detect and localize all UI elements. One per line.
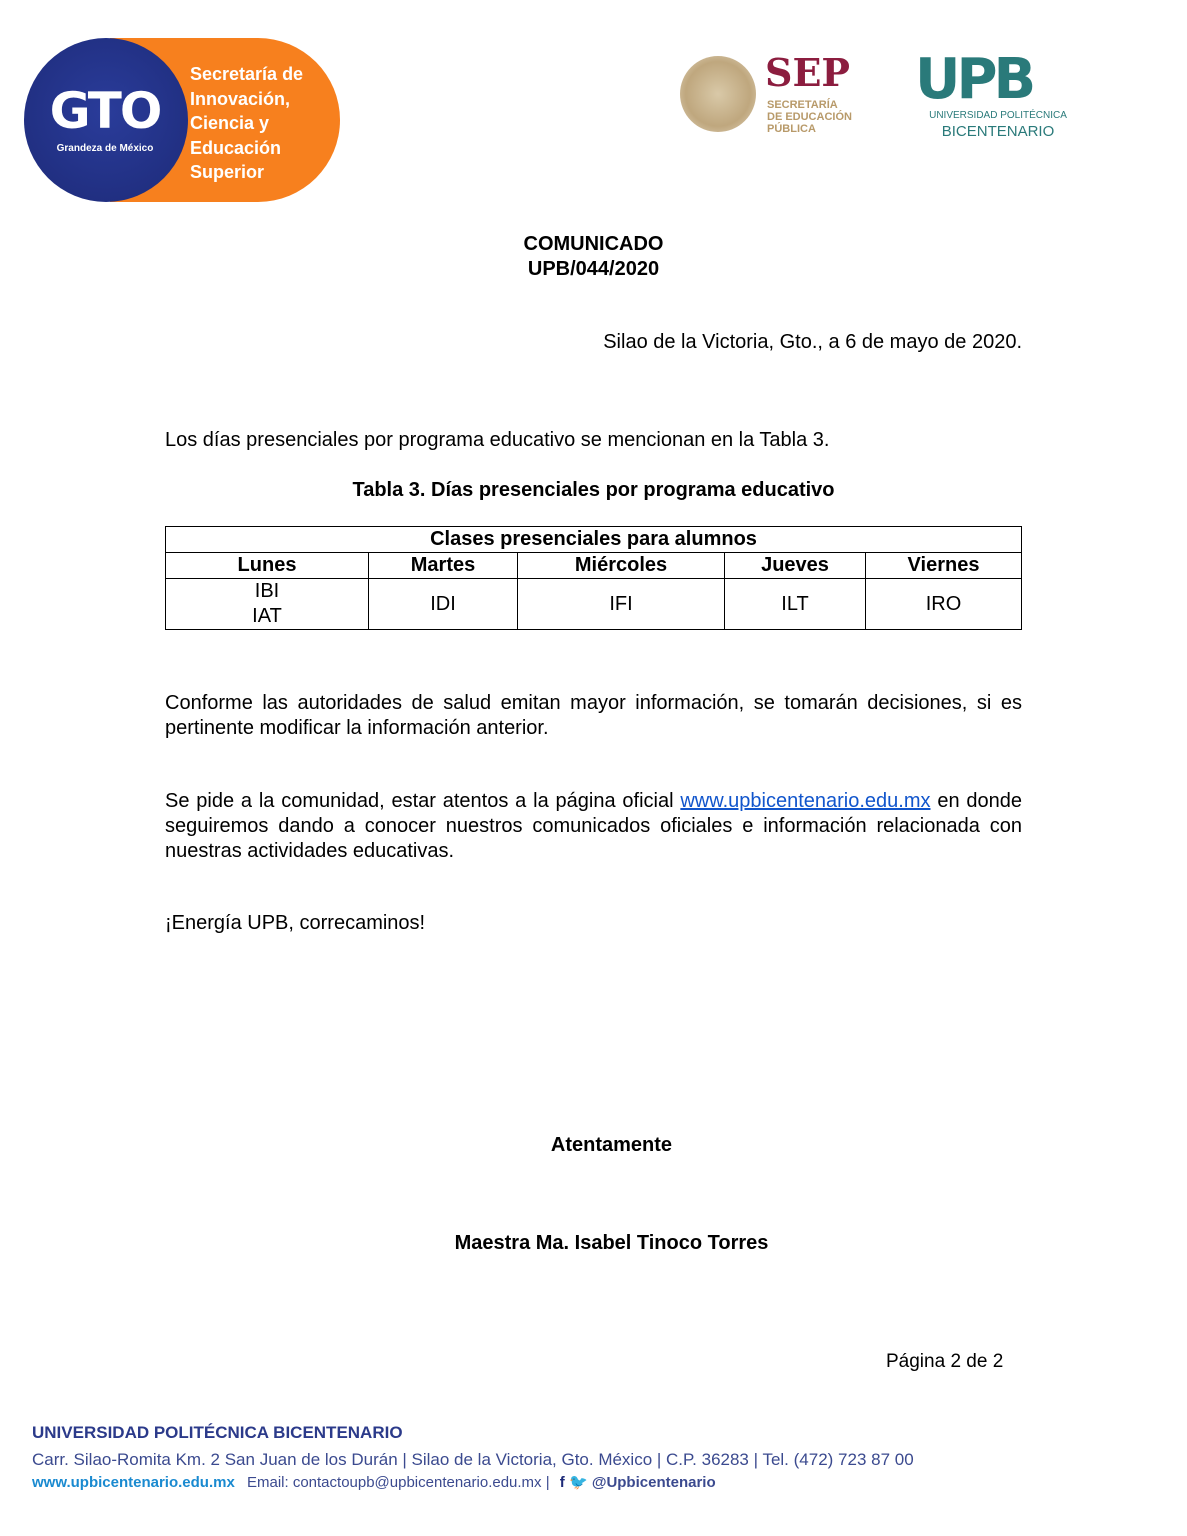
table-cell: IRO <box>865 578 1022 630</box>
column-header: Viernes <box>865 552 1022 579</box>
table-cell: IDI <box>368 578 518 630</box>
intro-paragraph: Los días presenciales por programa educa… <box>165 429 830 451</box>
column-header: Jueves <box>724 552 866 579</box>
upb-logo-line1: UNIVERSIDAD POLITÉCNICA <box>929 110 1067 121</box>
column-header: Martes <box>368 552 518 579</box>
mexico-seal-icon <box>680 56 756 132</box>
gto-logo-mark: GTO <box>49 82 163 140</box>
gto-logo-text: Secretaría de Innovación, Ciencia y Educ… <box>190 62 303 185</box>
footer-institution: UNIVERSIDAD POLITÉCNICA BICENTENARIO <box>32 1423 403 1442</box>
column-header: Miércoles <box>517 552 725 579</box>
paragraph-text: en donde seguiremos dando a conocer nues… <box>165 790 1023 862</box>
table-cell: ILT <box>724 578 866 630</box>
footer-contact: www.upbicentenario.edu.mx Email: contact… <box>32 1474 716 1492</box>
schedule-table: Clases presenciales para alumnos Lunes M… <box>165 526 1022 630</box>
gto-line: Innovación, <box>190 88 291 109</box>
program-code: IBI <box>254 580 280 602</box>
gto-line: Ciencia y <box>190 113 270 133</box>
closing: Atentamente <box>550 1134 673 1156</box>
page-number: Página 2 de 2 <box>886 1351 1004 1372</box>
gto-line: Secretaría de <box>190 64 304 84</box>
document-title: COMUNICADO <box>523 233 664 255</box>
table-group-header: Clases presenciales para alumnos <box>165 526 1022 553</box>
program-code: IAT <box>252 605 282 627</box>
social-icons: f 🐦 <box>559 1474 588 1491</box>
upb-logo-line2: BICENTENARIO <box>941 123 1055 140</box>
upb-logo-mark: UPB <box>915 47 1036 112</box>
slogan: ¡Energía UPB, correcaminos! <box>165 912 426 934</box>
place-date: Silao de la Victoria, Gto., a 6 de mayo … <box>603 331 1022 353</box>
sep-line: PÚBLICA <box>767 123 816 135</box>
gto-logo-circle <box>24 38 188 202</box>
sep-logo-subtitle: SECRETARÍA DE EDUCACIÓN PÚBLICA <box>767 99 852 135</box>
footer-address: Carr. Silao-Romita Km. 2 San Juan de los… <box>32 1450 914 1469</box>
paragraph-health: Conforme las autoridades de salud emitan… <box>165 692 1022 739</box>
gto-logo-tagline: Grandeza de México <box>56 143 154 154</box>
document-number: UPB/044/2020 <box>527 258 660 280</box>
table-row: IBI IAT IDI IFI ILT IRO <box>165 578 1022 630</box>
gto-line: Superior <box>190 162 265 182</box>
table-cell: IBI IAT <box>165 578 369 630</box>
sep-logo-title: SEP <box>765 50 850 95</box>
sep-line: SECRETARÍA <box>767 99 838 111</box>
footer-social-handle[interactable]: @Upbicentenario <box>591 1474 716 1491</box>
footer-website-link[interactable]: www.upbicentenario.edu.mx <box>32 1474 235 1491</box>
signatory: Maestra Ma. Isabel Tinoco Torres <box>454 1232 769 1254</box>
website-link[interactable]: www.upbicentenario.edu.mx <box>680 790 931 812</box>
table-caption: Tabla 3. Días presenciales por programa … <box>352 479 835 501</box>
gto-line: Educación <box>190 137 282 158</box>
paragraph-website: Se pide a la comunidad, estar atentos a … <box>165 789 1022 864</box>
paragraph-text: Se pide a la comunidad, estar atentos a … <box>165 790 681 812</box>
sep-line: DE EDUCACIÓN <box>767 111 852 123</box>
column-header: Lunes <box>165 552 369 579</box>
footer-email: Email: contactoupb@upbicentenario.edu.mx… <box>246 1474 550 1491</box>
table-cell: IFI <box>517 578 725 630</box>
